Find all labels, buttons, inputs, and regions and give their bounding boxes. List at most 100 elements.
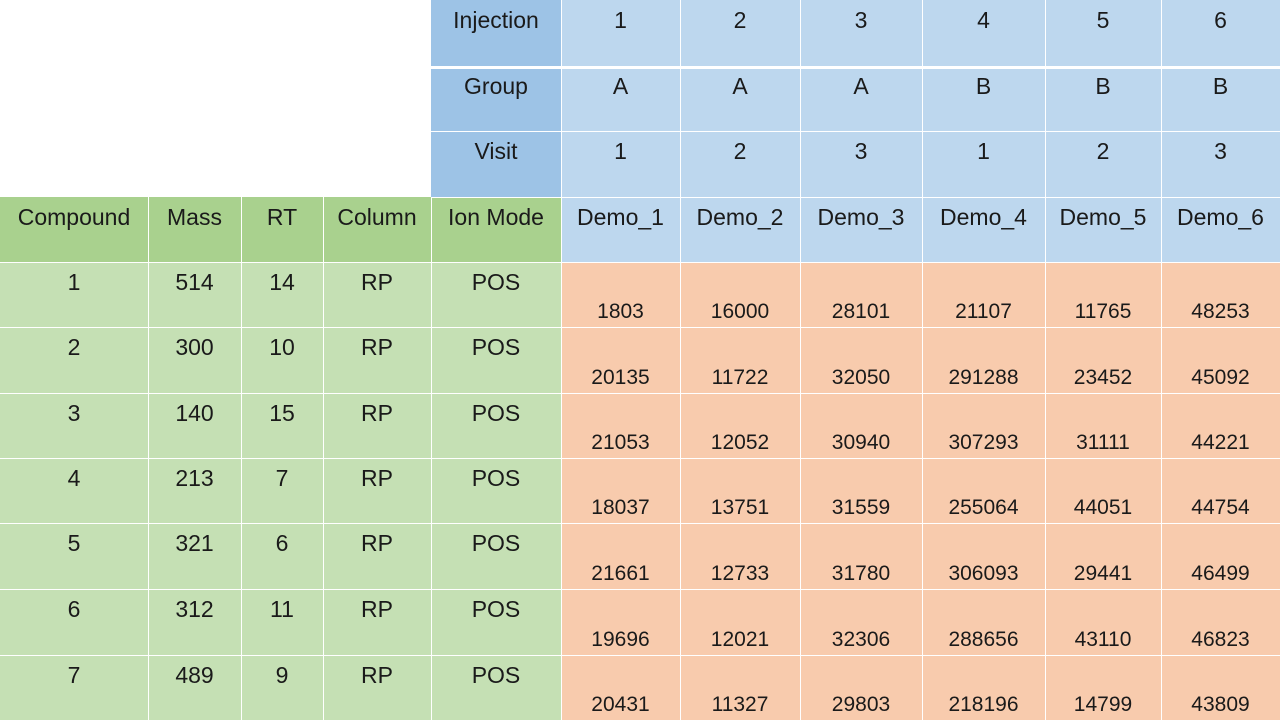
meta-value: A (680, 66, 800, 131)
grid-line (1045, 0, 1046, 720)
value-cell: 11765 (1045, 262, 1161, 327)
value-cell: 11722 (680, 327, 800, 393)
info-cell: POS (431, 655, 561, 720)
info-cell: POS (431, 523, 561, 589)
info-cell: POS (431, 327, 561, 393)
value-cell: 11327 (680, 655, 800, 720)
value-cell: 21107 (922, 262, 1045, 327)
value-cell: 29803 (800, 655, 922, 720)
info-cell: 5 (0, 523, 148, 589)
grid-line (800, 0, 801, 720)
meta-value: 1 (922, 131, 1045, 197)
meta-label-injection: Injection (431, 0, 561, 66)
value-cell: 13751 (680, 458, 800, 523)
value-cell: 31780 (800, 523, 922, 589)
meta-value: A (561, 66, 680, 131)
info-cell: 2 (0, 327, 148, 393)
info-cell: 1 (0, 262, 148, 327)
meta-value: B (922, 66, 1045, 131)
grid-line (0, 262, 1280, 263)
meta-value: 2 (1045, 131, 1161, 197)
value-cell: 306093 (922, 523, 1045, 589)
info-cell: 10 (241, 327, 323, 393)
info-cell: RP (323, 262, 431, 327)
value-cell: 45092 (1161, 327, 1280, 393)
column-header: Compound (0, 197, 148, 262)
value-cell: 44051 (1045, 458, 1161, 523)
value-cell: 28101 (800, 262, 922, 327)
value-cell: 291288 (922, 327, 1045, 393)
column-header: Column (323, 197, 431, 262)
info-cell: 514 (148, 262, 241, 327)
value-cell: 44754 (1161, 458, 1280, 523)
grid-line (0, 523, 1280, 524)
value-cell: 46499 (1161, 523, 1280, 589)
info-cell: 7 (241, 458, 323, 523)
info-cell: POS (431, 589, 561, 655)
meta-value: 6 (1161, 0, 1280, 66)
grid-line (0, 655, 1280, 656)
column-header: Demo_1 (561, 197, 680, 262)
grid-line (431, 197, 1280, 198)
meta-value: 4 (922, 0, 1045, 66)
info-cell: 4 (0, 458, 148, 523)
info-cell: 213 (148, 458, 241, 523)
grid-line (0, 393, 1280, 394)
grid-line (0, 327, 1280, 328)
grid-line (922, 0, 923, 720)
meta-value: 3 (800, 131, 922, 197)
value-cell: 12733 (680, 523, 800, 589)
info-cell: POS (431, 458, 561, 523)
column-header: Demo_2 (680, 197, 800, 262)
meta-value: 2 (680, 131, 800, 197)
value-cell: 44221 (1161, 393, 1280, 458)
meta-value: B (1045, 66, 1161, 131)
value-cell: 16000 (680, 262, 800, 327)
column-header: Ion Mode (431, 197, 561, 262)
value-cell: 255064 (922, 458, 1045, 523)
value-cell: 30940 (800, 393, 922, 458)
info-cell: RP (323, 458, 431, 523)
info-cell: RP (323, 393, 431, 458)
meta-value: A (800, 66, 922, 131)
info-cell: POS (431, 262, 561, 327)
info-cell: 3 (0, 393, 148, 458)
info-cell: 6 (241, 523, 323, 589)
info-cell: RP (323, 589, 431, 655)
info-cell: 14 (241, 262, 323, 327)
column-header: Demo_4 (922, 197, 1045, 262)
meta-label-group: Group (431, 66, 561, 131)
column-header: Demo_3 (800, 197, 922, 262)
value-cell: 218196 (922, 655, 1045, 720)
column-header: Demo_5 (1045, 197, 1161, 262)
value-cell: 21661 (561, 523, 680, 589)
value-cell: 12052 (680, 393, 800, 458)
info-cell: 321 (148, 523, 241, 589)
meta-value: 3 (800, 0, 922, 66)
value-cell: 21053 (561, 393, 680, 458)
meta-value: 5 (1045, 0, 1161, 66)
value-cell: 20135 (561, 327, 680, 393)
column-header: Mass (148, 197, 241, 262)
value-cell: 32306 (800, 589, 922, 655)
value-cell: 307293 (922, 393, 1045, 458)
value-cell: 14799 (1045, 655, 1161, 720)
info-cell: 489 (148, 655, 241, 720)
info-cell: RP (323, 655, 431, 720)
info-cell: POS (431, 393, 561, 458)
value-cell: 20431 (561, 655, 680, 720)
value-cell: 1803 (561, 262, 680, 327)
meta-value: B (1161, 66, 1280, 131)
value-cell: 43110 (1045, 589, 1161, 655)
value-cell: 31559 (800, 458, 922, 523)
info-cell: RP (323, 523, 431, 589)
info-cell: 300 (148, 327, 241, 393)
info-cell: 15 (241, 393, 323, 458)
value-cell: 12021 (680, 589, 800, 655)
info-cell: 140 (148, 393, 241, 458)
grid-line (680, 0, 681, 720)
column-header: RT (241, 197, 323, 262)
grid-line (431, 66, 1280, 69)
value-cell: 18037 (561, 458, 680, 523)
column-header: Demo_6 (1161, 197, 1280, 262)
